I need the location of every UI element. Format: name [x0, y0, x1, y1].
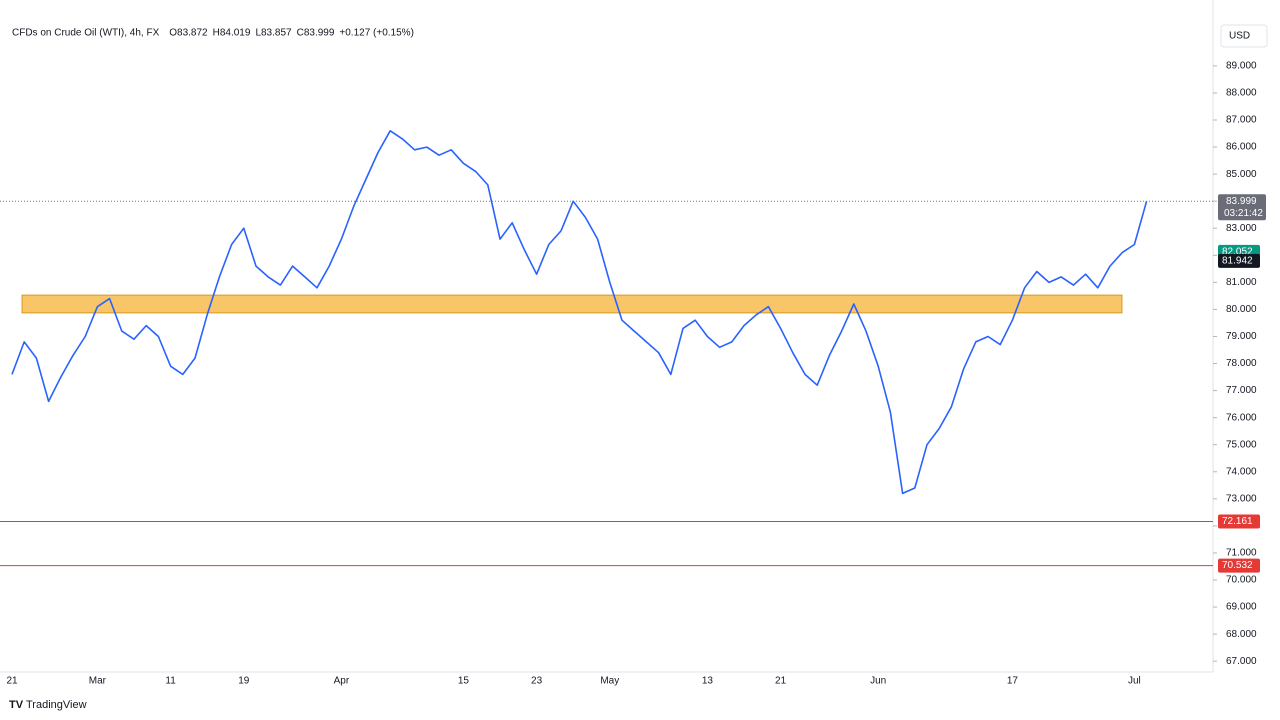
indicator-label: 81.942 — [1222, 256, 1253, 267]
x-tick-label: 11 — [165, 676, 176, 687]
currency-button[interactable] — [1220, 24, 1268, 48]
ohlc-value: H84.019 — [213, 28, 251, 39]
x-tick-label: 21 — [775, 676, 787, 687]
y-tick-label: 80.000 — [1226, 304, 1257, 315]
brand: TradingView — [26, 699, 87, 711]
y-tick-label: 85.000 — [1226, 169, 1257, 180]
y-tick-label: 83.000 — [1226, 223, 1257, 234]
y-tick-label: 69.000 — [1226, 602, 1257, 613]
y-tick-label: 74.000 — [1226, 466, 1257, 477]
ohlc-value: L83.857 — [255, 28, 292, 39]
indicator-label-bg — [1218, 253, 1260, 268]
x-tick-label: 21 — [6, 676, 18, 687]
y-tick-label: 70.000 — [1226, 575, 1257, 586]
x-tick-label: 19 — [238, 676, 250, 687]
y-tick-label: 71.000 — [1226, 548, 1257, 559]
y-tick-label: 78.000 — [1226, 358, 1257, 369]
y-tick-label: 86.000 — [1226, 142, 1257, 153]
x-tick-label: Mar — [89, 676, 107, 687]
y-tick-label: 75.000 — [1226, 439, 1257, 450]
last-price-bg — [1218, 194, 1266, 221]
x-tick-label: May — [600, 676, 619, 687]
x-tick-label: Jun — [870, 676, 886, 687]
ohlc-value: +0.127 (+0.15%) — [339, 28, 414, 39]
level-label: 70.532 — [1222, 560, 1253, 571]
y-tick-label: 73.000 — [1226, 493, 1257, 504]
x-tick-label: 15 — [458, 676, 470, 687]
ohlc-value: O83.872 — [169, 28, 208, 39]
y-tick-label: 89.000 — [1226, 61, 1257, 72]
x-tick-label: Jul — [1128, 676, 1141, 687]
y-tick-label: 67.000 — [1226, 656, 1257, 667]
level-label: 72.161 — [1222, 516, 1253, 527]
x-tick-label: 17 — [1007, 676, 1019, 687]
x-tick-label: 23 — [531, 676, 543, 687]
brand-logo: TV — [9, 699, 24, 711]
chart-title: CFDs on Crude Oil (WTI), 4h, FX — [12, 28, 160, 39]
y-tick-label: 77.000 — [1226, 385, 1257, 396]
y-tick-label: 79.000 — [1226, 331, 1257, 342]
level-label-bg — [1218, 558, 1260, 573]
price-line — [11, 130, 1148, 495]
y-tick-label: 88.000 — [1226, 88, 1257, 99]
x-tick-label: Apr — [334, 676, 350, 687]
y-tick-label: 81.000 — [1226, 277, 1257, 288]
ohlc-value: C83.999 — [297, 28, 335, 39]
y-tick-label: 68.000 — [1226, 629, 1257, 640]
countdown: 03:21:42 — [1224, 208, 1263, 219]
support-zone — [21, 294, 1123, 314]
x-tick-label: 13 — [702, 676, 714, 687]
y-tick-label: 87.000 — [1226, 115, 1257, 126]
y-tick-label: 76.000 — [1226, 412, 1257, 423]
indicator-label: 82.052 — [1222, 247, 1253, 258]
currency[interactable]: USD — [1229, 31, 1250, 42]
level-label-bg — [1218, 514, 1260, 529]
last-price-label: 83.999 — [1226, 196, 1257, 207]
